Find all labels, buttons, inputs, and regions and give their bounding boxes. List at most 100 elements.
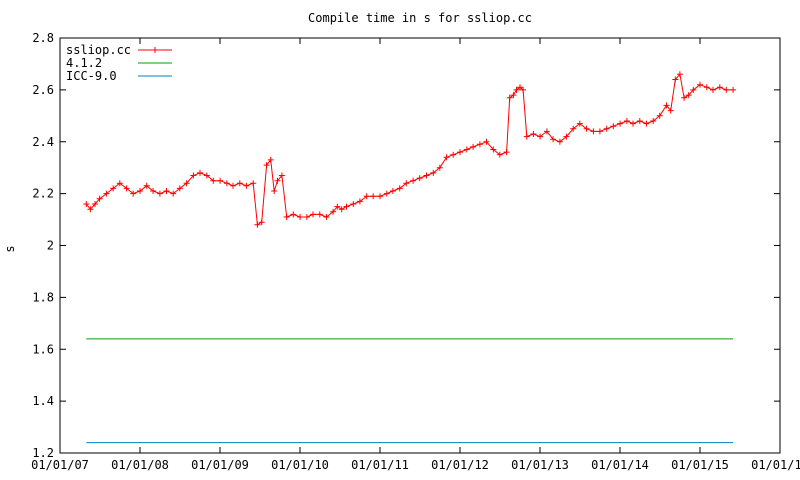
data-point bbox=[596, 128, 603, 135]
y-tick-label: 2.6 bbox=[32, 83, 54, 97]
data-point bbox=[476, 141, 483, 148]
data-point bbox=[96, 195, 103, 202]
data-point bbox=[603, 125, 610, 132]
x-tick-label: 01/01/11 bbox=[351, 458, 409, 472]
data-point bbox=[330, 208, 337, 215]
data-point bbox=[697, 81, 703, 88]
x-tick-label: 01/01/07 bbox=[31, 458, 89, 472]
data-point bbox=[350, 201, 357, 207]
data-point bbox=[83, 201, 90, 207]
x-tick-label: 01/01/14 bbox=[591, 458, 649, 472]
data-point bbox=[685, 92, 692, 99]
data-point bbox=[520, 86, 527, 93]
data-point bbox=[630, 120, 636, 127]
data-point bbox=[210, 177, 217, 184]
data-point bbox=[517, 84, 523, 91]
data-point bbox=[710, 86, 716, 93]
data-point bbox=[87, 206, 94, 213]
data-point bbox=[667, 107, 674, 114]
data-point bbox=[643, 120, 650, 127]
data-point bbox=[396, 185, 403, 192]
y-tick-label: 1.2 bbox=[32, 446, 54, 460]
data-point bbox=[230, 182, 236, 189]
x-tick-label: 01/01/16 bbox=[751, 458, 800, 472]
data-point bbox=[510, 92, 517, 99]
data-point bbox=[143, 182, 150, 189]
x-tick-label: 01/01/10 bbox=[271, 458, 329, 472]
data-point bbox=[470, 143, 477, 150]
data-point bbox=[197, 169, 203, 176]
axis-ticks: 1.2 1.4 1.6 1.8 2 2.2 2.4 2.6 2.8 01/01/07 01/01/0… bbox=[31, 31, 800, 472]
data-point bbox=[416, 175, 423, 182]
y-tick-label: 2.8 bbox=[32, 31, 54, 45]
y-tick-label: 2.2 bbox=[32, 187, 54, 201]
data-point bbox=[156, 190, 163, 197]
data-point bbox=[110, 185, 117, 192]
series-line bbox=[85, 73, 734, 226]
data-point bbox=[103, 190, 110, 197]
data-point bbox=[443, 154, 450, 161]
data-point bbox=[250, 180, 257, 187]
data-point bbox=[170, 190, 177, 197]
data-point bbox=[297, 214, 304, 220]
legend-label: 4.1.2 bbox=[66, 56, 102, 70]
x-tick-label: 01/01/09 bbox=[191, 458, 249, 472]
data-point bbox=[383, 190, 390, 197]
data-point bbox=[338, 206, 345, 213]
data-point bbox=[457, 149, 463, 156]
y-tick-label: 1.4 bbox=[32, 394, 54, 408]
data-point bbox=[267, 156, 274, 163]
data-point bbox=[389, 188, 396, 194]
y-tick-label: 1.6 bbox=[32, 342, 54, 356]
data-point bbox=[730, 86, 737, 93]
data-point bbox=[672, 76, 679, 83]
data-point bbox=[150, 188, 157, 194]
data-point bbox=[523, 133, 530, 140]
data-point bbox=[723, 86, 730, 93]
data-point bbox=[513, 86, 520, 93]
data-point bbox=[503, 149, 510, 156]
data-point bbox=[543, 128, 550, 135]
data-point bbox=[356, 198, 363, 205]
data-point bbox=[676, 71, 683, 78]
data-point bbox=[570, 125, 577, 132]
data-point bbox=[656, 112, 663, 119]
data-point bbox=[92, 201, 98, 207]
data-point bbox=[690, 86, 697, 93]
data-point bbox=[123, 185, 130, 192]
data-point bbox=[310, 211, 316, 218]
data-point bbox=[617, 120, 624, 127]
y-tick-label: 1.8 bbox=[32, 290, 54, 304]
data-point bbox=[254, 221, 261, 228]
data-point bbox=[496, 151, 503, 158]
data-point bbox=[316, 211, 323, 218]
data-point bbox=[271, 188, 278, 194]
data-point bbox=[403, 180, 410, 187]
data-point bbox=[190, 172, 197, 179]
data-point bbox=[530, 131, 537, 137]
data-point bbox=[176, 185, 183, 192]
data-point bbox=[681, 94, 688, 101]
data-point bbox=[410, 177, 417, 184]
chart-title: Compile time in s for ssliop.cc bbox=[308, 11, 532, 25]
data-point bbox=[116, 180, 123, 187]
legend-marker bbox=[152, 47, 158, 53]
data-point bbox=[610, 123, 617, 130]
data-point bbox=[183, 180, 190, 187]
data-point bbox=[290, 211, 297, 218]
data-point bbox=[217, 177, 224, 184]
y-tick-label: 2 bbox=[47, 239, 54, 253]
y-axis-label: s bbox=[3, 245, 17, 252]
data-point bbox=[236, 180, 243, 187]
data-point bbox=[303, 214, 310, 220]
data-point bbox=[490, 146, 497, 153]
data-point bbox=[703, 84, 710, 91]
x-tick-label: 01/01/15 bbox=[671, 458, 729, 472]
series-layer bbox=[83, 71, 737, 444]
data-point bbox=[223, 180, 230, 187]
data-point bbox=[243, 182, 250, 189]
data-point bbox=[363, 193, 370, 200]
data-point bbox=[278, 172, 285, 179]
